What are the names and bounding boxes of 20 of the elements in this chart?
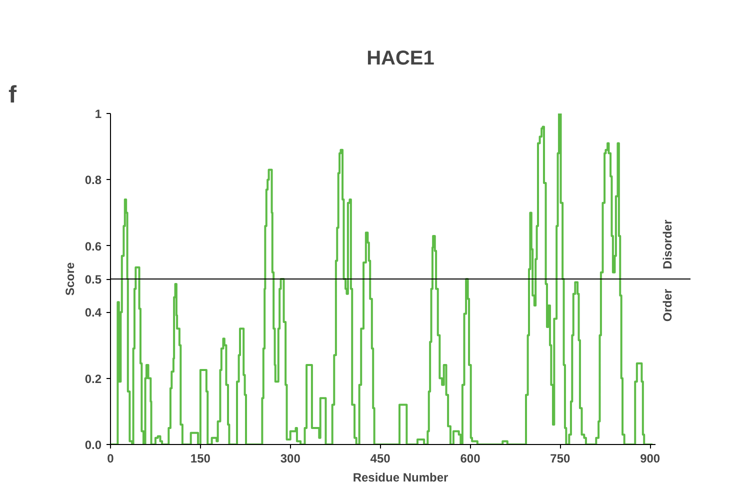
text: Order (660, 288, 674, 322)
x-tick-label: 300 (280, 452, 301, 466)
y-tick-label: 0.8 (84, 173, 102, 188)
y-tick-label: 0.5 (84, 272, 102, 286)
y-axis-title: Score (62, 262, 77, 296)
y-tick-label: 0.4 (84, 306, 102, 320)
chart-title: HACE1 (366, 48, 434, 70)
text: Disorder (660, 219, 674, 270)
y-tick-label: 1 (94, 107, 102, 121)
x-tick-label: 600 (460, 452, 481, 466)
x-tick-label: 750 (550, 452, 571, 466)
y-tick-label: 0.2 (84, 372, 102, 386)
x-tick-label: 900 (640, 452, 660, 466)
x-tick-label: 0 (107, 452, 114, 466)
text: f (8, 82, 18, 108)
x-tick-label: 150 (190, 452, 211, 466)
x-tick-label: 450 (370, 452, 391, 466)
y-tick-label: 0.6 (84, 239, 102, 254)
y-tick-label: 0.0 (84, 438, 102, 452)
x-axis-title: Residue Number (352, 470, 449, 484)
